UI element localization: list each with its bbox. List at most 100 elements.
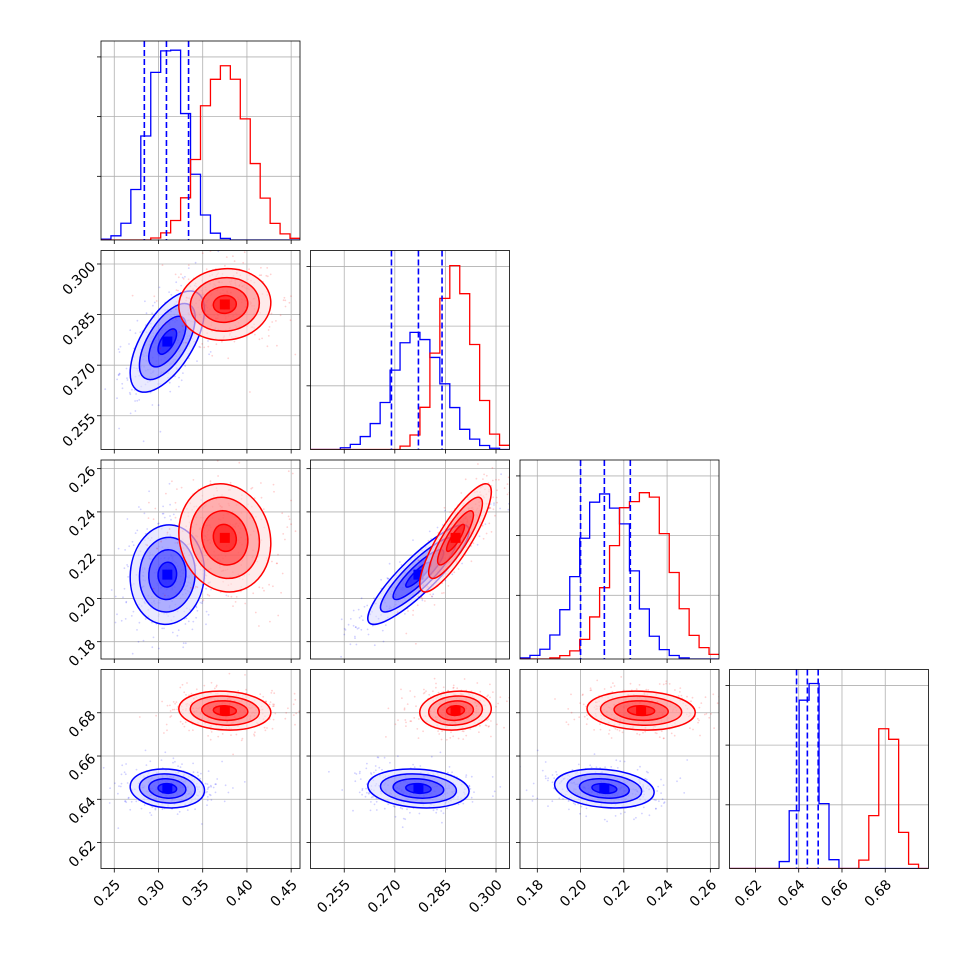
scatter-point bbox=[465, 776, 467, 778]
scatter-point bbox=[157, 404, 160, 406]
scatter-point bbox=[123, 567, 126, 570]
scatter-point bbox=[479, 690, 482, 693]
scatter-point bbox=[357, 627, 360, 629]
scatter-point bbox=[184, 721, 187, 724]
scatter-point bbox=[409, 811, 411, 814]
scatter-point bbox=[654, 732, 657, 734]
scatter-point bbox=[699, 734, 701, 737]
scatter-point bbox=[517, 719, 519, 721]
scatter-point bbox=[435, 811, 438, 814]
tick-label-x-3: 0.68 bbox=[862, 877, 895, 910]
scatter-point bbox=[381, 629, 384, 632]
scatter-point bbox=[689, 727, 691, 729]
scatter-point bbox=[184, 642, 187, 645]
scatter-point bbox=[422, 730, 424, 733]
scatter-point bbox=[118, 351, 121, 353]
scatter-point bbox=[165, 723, 168, 726]
scatter-point bbox=[352, 809, 354, 812]
scatter-point bbox=[577, 763, 580, 766]
scatter-point bbox=[415, 705, 417, 708]
scatter-point bbox=[614, 815, 617, 817]
scatter-point bbox=[574, 803, 577, 806]
scatter-point bbox=[442, 812, 445, 815]
contour-red bbox=[212, 523, 238, 553]
scatter-point bbox=[708, 716, 711, 719]
scatter-point bbox=[127, 565, 129, 568]
scatter-point bbox=[638, 733, 641, 736]
density-peak-red bbox=[450, 705, 461, 716]
scatter-point bbox=[145, 764, 148, 766]
scatter-point bbox=[209, 794, 212, 797]
scatter-point bbox=[201, 600, 204, 603]
scatter-point bbox=[623, 760, 626, 763]
contour-red bbox=[212, 294, 238, 315]
scatter-point bbox=[232, 255, 234, 258]
scatter-point bbox=[266, 267, 269, 269]
scatter-point bbox=[593, 753, 596, 755]
scatter-point bbox=[268, 326, 271, 328]
scatter-point bbox=[419, 765, 422, 767]
density-peak-blue bbox=[599, 783, 610, 794]
scatter-point bbox=[660, 792, 662, 794]
scatter-point bbox=[171, 708, 174, 711]
scatter-point bbox=[427, 539, 430, 542]
scatter-point bbox=[330, 666, 332, 668]
scatter-point bbox=[211, 354, 214, 357]
scatter-point bbox=[451, 573, 454, 576]
histogram-blue-0 bbox=[101, 49, 300, 240]
scatter-point bbox=[491, 467, 494, 469]
scatter-point bbox=[404, 613, 406, 615]
scatter-point bbox=[253, 497, 256, 499]
scatter-point bbox=[229, 230, 231, 232]
scatter-point bbox=[148, 501, 150, 504]
scatter-point bbox=[136, 629, 138, 631]
scatter-point bbox=[442, 686, 445, 689]
scatter-point bbox=[676, 780, 678, 783]
scatter-point bbox=[179, 686, 182, 689]
scatter-point bbox=[194, 261, 197, 264]
scatter-point bbox=[359, 770, 361, 773]
contour-blue bbox=[566, 773, 643, 804]
scatter-point bbox=[230, 734, 232, 736]
scatter-point bbox=[280, 591, 282, 594]
scatter-point bbox=[636, 732, 638, 735]
scatter-point bbox=[266, 275, 269, 278]
scatter-point bbox=[495, 496, 498, 499]
scatter-point bbox=[485, 532, 488, 535]
scatter-point bbox=[447, 689, 449, 692]
scatter-point bbox=[430, 755, 433, 758]
scatter-point bbox=[415, 642, 417, 645]
scatter-point bbox=[212, 786, 215, 789]
scatter-point bbox=[496, 489, 498, 492]
scatter-point bbox=[168, 528, 171, 530]
scatter-point bbox=[710, 713, 712, 715]
scatter-point bbox=[152, 636, 155, 639]
scatter-point bbox=[644, 730, 647, 733]
scatter-point bbox=[298, 710, 300, 713]
scatter-point bbox=[620, 676, 623, 678]
scatter-point bbox=[272, 703, 274, 706]
scatter-point bbox=[149, 760, 152, 763]
scatter-point bbox=[639, 765, 641, 768]
scatter-point bbox=[445, 738, 448, 741]
scatter-point bbox=[144, 300, 146, 303]
scatter-point bbox=[489, 503, 492, 505]
scatter-point bbox=[275, 320, 277, 322]
scatter-point bbox=[387, 577, 389, 580]
panel-2-2 bbox=[516, 459, 720, 663]
scatter-point bbox=[205, 623, 207, 626]
scatter-point bbox=[663, 801, 666, 804]
scatter-point bbox=[492, 508, 495, 511]
scatter-point bbox=[129, 808, 132, 811]
scatter-point bbox=[176, 708, 179, 711]
scatter-point bbox=[148, 490, 151, 493]
scatter-point bbox=[405, 632, 408, 635]
scatter-point bbox=[375, 800, 378, 803]
scatter-point bbox=[570, 693, 572, 696]
scatter-point bbox=[496, 723, 498, 726]
scatter-point bbox=[294, 530, 297, 533]
scatter-point bbox=[441, 821, 443, 824]
scatter-point bbox=[432, 809, 435, 812]
scatter-point bbox=[680, 694, 683, 697]
scatter-point bbox=[251, 453, 253, 455]
